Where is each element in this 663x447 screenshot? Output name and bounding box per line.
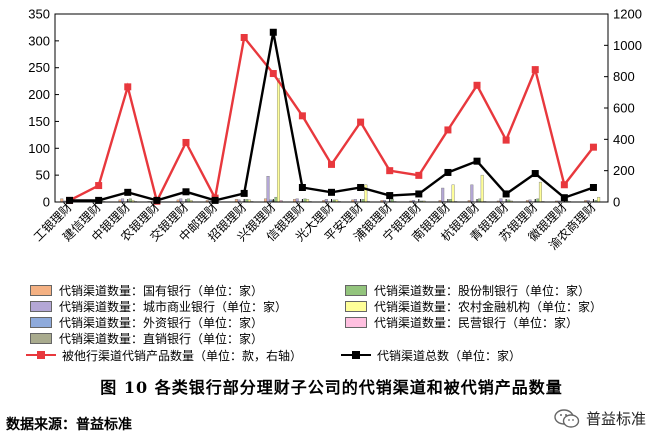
y-left-tick-label: 200 xyxy=(28,87,50,102)
legend-swatch xyxy=(30,317,52,329)
line-point-1-11 xyxy=(386,192,394,200)
bar-series4-7 xyxy=(274,196,278,203)
wechat-icon xyxy=(554,408,580,428)
legend-item: 代销渠道数量：农村金融机构（单位：家） xyxy=(345,298,602,314)
legend-swatch xyxy=(30,333,52,345)
y-left-tick-label: 100 xyxy=(28,141,50,156)
legend: 代销渠道数量：国有银行（单位：家） 代销渠道数量：股份制银行（单位：家） 代销渠道数… xyxy=(26,282,650,372)
line-point-1-14 xyxy=(473,157,481,165)
bar-series1-14 xyxy=(470,184,474,203)
y-right-tick-label: 600 xyxy=(613,101,635,116)
legend-label: 代销渠道数量：国有银行（单位：家） xyxy=(59,283,264,298)
y-right-tick-label: 200 xyxy=(613,163,635,178)
legend-item: 代销渠道数量：股份制银行（单位：家） xyxy=(345,282,590,298)
line-series-0 xyxy=(69,34,595,205)
y-right-tick-label: 1000 xyxy=(613,38,642,53)
legend-label: 代销渠道数量：农村金融机构（单位：家） xyxy=(374,299,603,314)
legend-item: 代销渠道数量：外资银行（单位：家） xyxy=(30,315,263,331)
bar-series5-18 xyxy=(597,196,601,203)
figure-caption: 图 10 各类银行部分理财子公司的代销渠道和被代销产品数量 xyxy=(100,378,563,397)
y-left-tick-label: 0 xyxy=(43,195,50,210)
legend-swatch xyxy=(345,317,367,329)
line-point-0-4 xyxy=(182,138,190,146)
line-point-1-16 xyxy=(531,170,539,178)
y-left-tick-label: 150 xyxy=(28,114,50,129)
legend-label: 被他行渠道代销产品数量（单位：款，右轴） xyxy=(62,348,303,363)
line-point-0-13 xyxy=(444,126,452,134)
legend-item: 代销渠道数量：民营银行（单位：家） xyxy=(345,315,578,331)
legend-swatch xyxy=(345,300,367,312)
y-right-tick-label: 1200 xyxy=(613,7,642,22)
legend-item: 代销渠道数量：国有银行（单位：家） xyxy=(30,282,263,298)
line-point-1-9 xyxy=(328,188,335,196)
line-point-0-6 xyxy=(240,34,248,41)
line-point-1-2 xyxy=(124,188,132,196)
y-right-tick-label: 400 xyxy=(613,132,635,147)
y-right-tick-label: 0 xyxy=(613,195,620,210)
line-point-0-12 xyxy=(415,171,423,179)
line-point-1-18 xyxy=(589,183,597,191)
line-point-1-4 xyxy=(182,188,190,196)
bar-series5-16 xyxy=(538,181,542,203)
line-point-0-10 xyxy=(357,118,365,126)
line-point-1-17 xyxy=(560,194,568,202)
y-left-tick-label: 250 xyxy=(28,60,50,75)
data-source: 数据来源：普益标准 xyxy=(6,417,132,433)
line-point-0-11 xyxy=(386,167,394,175)
y-left-tick-label: 300 xyxy=(28,33,50,48)
bar-series5-14 xyxy=(480,174,484,203)
legend-label: 代销渠道数量：股份制银行（单位：家） xyxy=(374,283,591,298)
line-point-1-15 xyxy=(502,190,510,198)
legend-item: 被他行渠道代销产品数量（单位：款，右轴） xyxy=(26,347,302,363)
line-point-1-10 xyxy=(357,183,365,191)
legend-item: 代销渠道数量：城市商业银行（单位：家） xyxy=(30,298,287,314)
chart: 0 50 100 150 200 250 300 350 0 200 400 600 800 1000 1… xyxy=(28,7,642,253)
line-point-1-7 xyxy=(269,28,277,36)
line-point-0-14 xyxy=(473,81,481,89)
brand-watermark: 普益标准 xyxy=(554,408,646,429)
y-left-tick-label: 350 xyxy=(28,7,50,22)
y-axis-right: 0 200 400 600 800 1000 1200 xyxy=(604,7,642,210)
line-point-0-16 xyxy=(531,66,539,74)
y-left-tick-label: 50 xyxy=(36,168,50,183)
legend-label: 代销渠道数量：直销银行（单位：家） xyxy=(59,332,264,347)
line-point-1-6 xyxy=(240,189,248,197)
bar-series1-7 xyxy=(266,176,270,203)
line-point-1-8 xyxy=(298,183,306,191)
x-axis: 工银理财建信理财中银理财农银理财交银理财中邮理财招银理财兴银理财信银理财光大理财… xyxy=(31,199,599,253)
legend-label: 代销渠道总数（单位：家） xyxy=(377,348,522,363)
legend-line-symbol xyxy=(341,349,371,361)
line-point-0-2 xyxy=(124,83,132,91)
line-point-0-8 xyxy=(298,112,306,120)
line-layer xyxy=(66,28,597,205)
line-point-0-15 xyxy=(502,136,510,144)
legend-swatch xyxy=(345,284,367,296)
legend-label: 代销渠道数量：外资银行（单位：家） xyxy=(59,316,264,331)
line-point-0-18 xyxy=(589,143,597,151)
line-point-1-12 xyxy=(415,190,423,198)
line-point-0-9 xyxy=(328,160,335,168)
line-point-0-7 xyxy=(269,70,277,78)
brand-name: 普益标准 xyxy=(586,410,647,428)
line-point-0-1 xyxy=(95,182,103,190)
legend-line-symbol xyxy=(26,349,56,361)
plot-frame xyxy=(54,13,609,203)
bar-series5-13 xyxy=(451,184,455,203)
line-point-0-17 xyxy=(560,181,568,189)
legend-swatch xyxy=(30,300,52,312)
bar-series5-7 xyxy=(276,78,280,203)
y-right-tick-label: 800 xyxy=(613,69,635,84)
y-axis-left: 0 50 100 150 200 250 300 350 xyxy=(28,7,59,210)
legend-label: 代销渠道数量：民营银行（单位：家） xyxy=(374,316,579,331)
line-point-1-13 xyxy=(444,168,452,176)
legend-item: 代销渠道总数（单位：家） xyxy=(341,347,521,363)
bar-series5-10 xyxy=(364,184,368,203)
legend-swatch xyxy=(30,284,52,296)
legend-item: 代销渠道数量：直销银行（单位：家） xyxy=(30,331,263,347)
legend-label: 代销渠道数量：城市商业银行（单位：家） xyxy=(59,299,288,314)
